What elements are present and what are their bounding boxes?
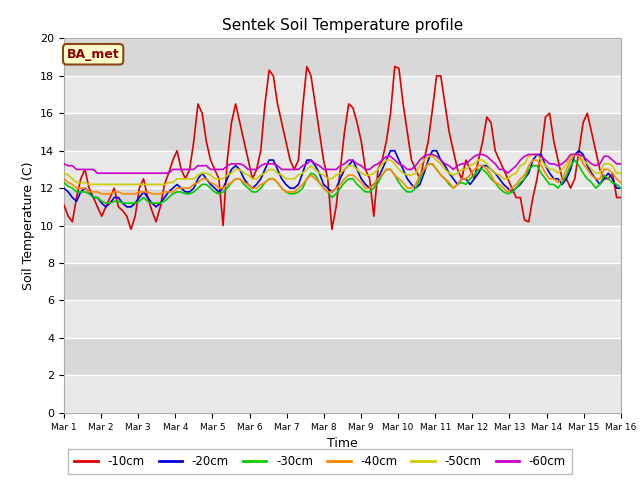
- Bar: [64, 226, 621, 263]
- Y-axis label: Soil Temperature (C): Soil Temperature (C): [22, 161, 35, 290]
- Bar: [64, 113, 621, 151]
- Bar: [64, 300, 621, 338]
- Bar: [64, 151, 621, 188]
- Bar: [64, 375, 621, 413]
- Bar: [64, 76, 621, 113]
- Bar: [64, 188, 621, 226]
- Bar: [64, 338, 621, 375]
- Text: BA_met: BA_met: [67, 48, 120, 61]
- Title: Sentek Soil Temperature profile: Sentek Soil Temperature profile: [222, 18, 463, 33]
- Bar: [64, 38, 621, 76]
- Bar: [64, 263, 621, 300]
- Legend: -10cm, -20cm, -30cm, -40cm, -50cm, -60cm: -10cm, -20cm, -30cm, -40cm, -50cm, -60cm: [68, 449, 572, 474]
- X-axis label: Time: Time: [327, 437, 358, 450]
